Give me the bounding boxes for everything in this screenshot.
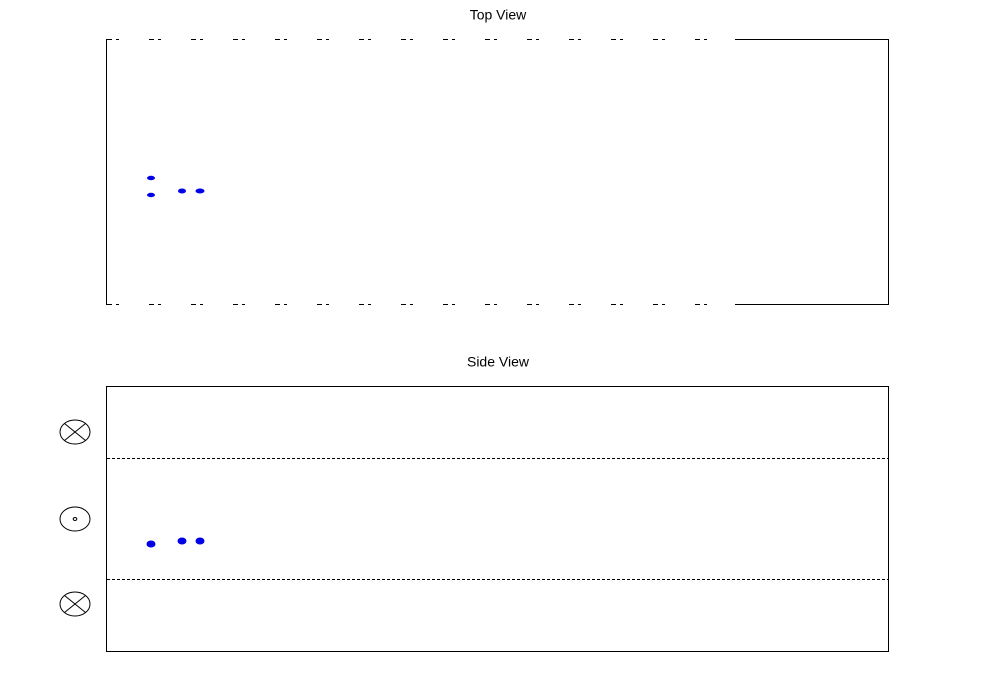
top-view-frame [106, 39, 889, 305]
particles-top [147, 175, 205, 198]
panel-title: Top View [470, 7, 527, 23]
particle [147, 192, 155, 198]
current-into-page [59, 591, 91, 617]
particle [195, 188, 205, 194]
side-view-frame [106, 386, 889, 652]
current-out-of-page [59, 506, 91, 532]
panel-title: Side View [467, 354, 530, 370]
particle [147, 175, 155, 181]
current-into-page [59, 419, 91, 445]
particles-side [146, 537, 205, 548]
particle [177, 537, 187, 545]
particle [178, 188, 186, 194]
particle [195, 537, 205, 545]
particle [146, 540, 156, 548]
